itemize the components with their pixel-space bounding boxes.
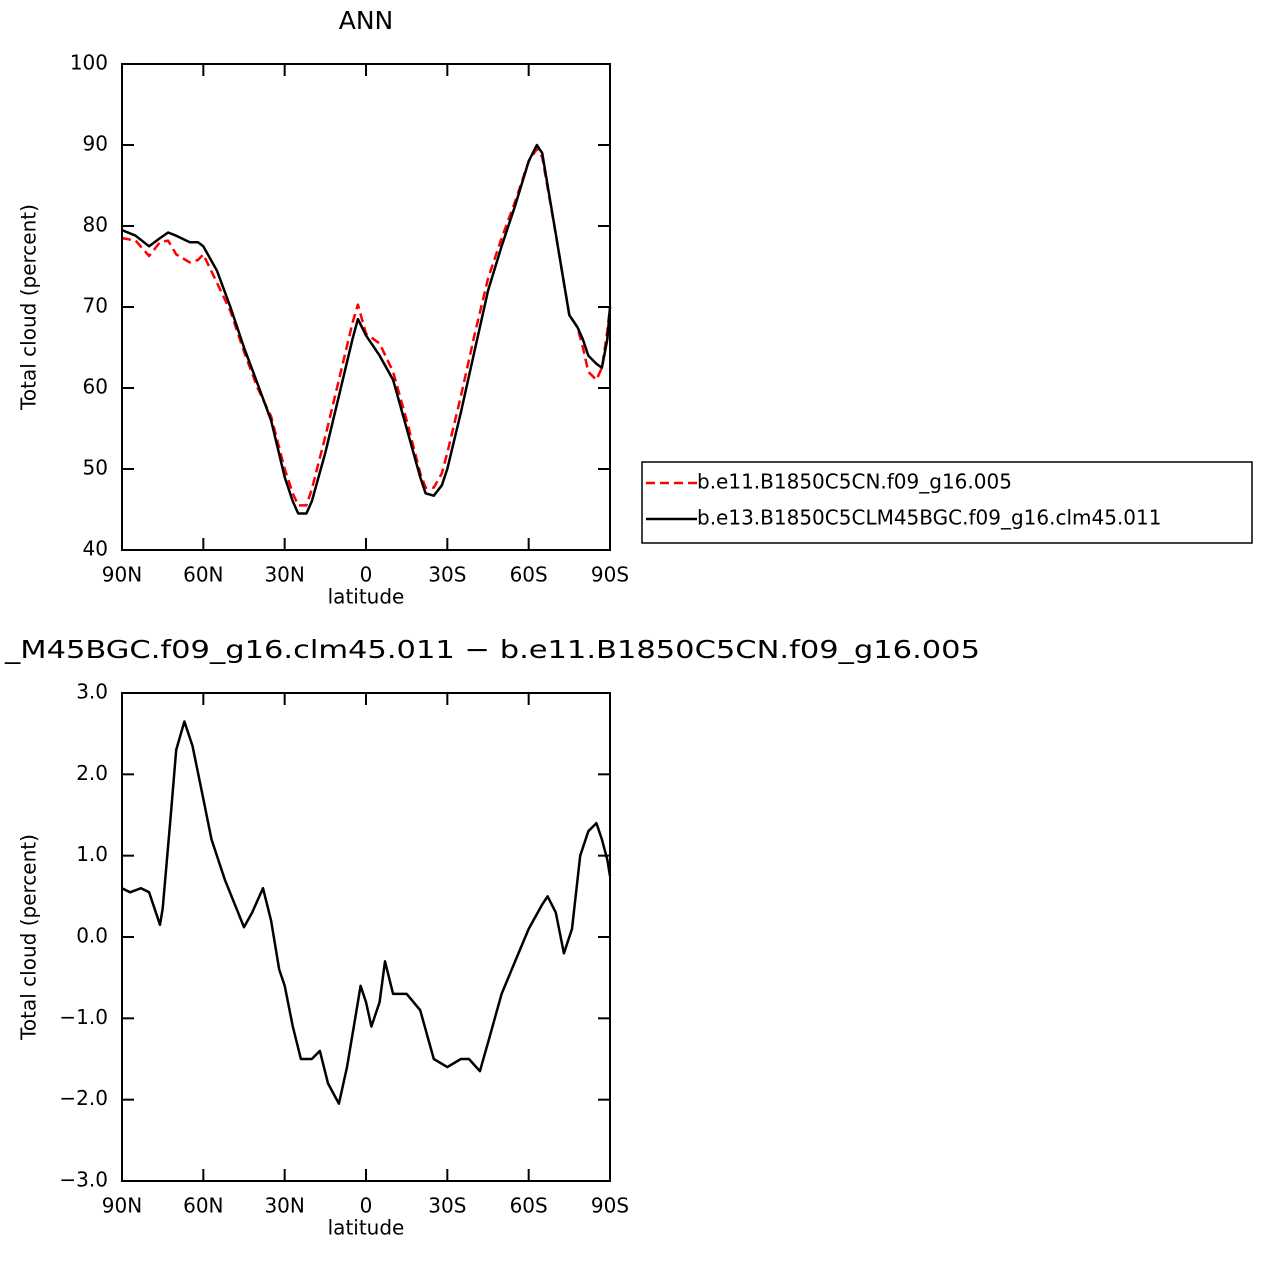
x-tick-label: 0 [360, 1194, 373, 1218]
x-tick-label: 0 [360, 563, 373, 587]
x-tick-label: 60S [510, 1194, 548, 1218]
x-axis-label: latitude [328, 585, 405, 609]
plot-frame [121, 692, 611, 1182]
y-tick-label: 70 [83, 294, 108, 318]
x-axis-label: latitude [328, 1216, 405, 1240]
legend-label: b.e11.B1850C5CN.f09_g16.005 [697, 470, 1012, 494]
y-tick-label: 3.0 [76, 680, 108, 704]
x-tick-label: 30S [428, 563, 466, 587]
x-tick-label: 60N [183, 563, 223, 587]
x-tick-label: 90N [102, 1194, 142, 1218]
chart-title: ANN [339, 6, 394, 35]
y-tick-label: 1.0 [76, 842, 108, 866]
y-tick-label: −1.0 [59, 1005, 108, 1029]
x-tick-label: 30N [264, 1194, 304, 1218]
legend-box [641, 461, 1253, 544]
y-tick-label: −3.0 [59, 1168, 108, 1192]
y-axis-label: Total cloud (percent) [17, 204, 41, 411]
y-tick-label: 100 [70, 51, 108, 75]
x-tick-label: 90S [591, 1194, 629, 1218]
series-line [121, 143, 612, 515]
y-tick-label: 0.0 [76, 924, 108, 948]
y-tick-label: 40 [83, 537, 108, 561]
x-tick-label: 30N [264, 563, 304, 587]
x-tick-label: 60S [510, 563, 548, 587]
y-tick-label: 90 [83, 132, 108, 156]
y-tick-label: 50 [83, 456, 108, 480]
y-tick-label: 2.0 [76, 761, 108, 785]
x-tick-label: 60N [183, 1194, 223, 1218]
chart-title: _M45BGC.f09_g16.clm45.011 − b.e11.B1850C… [4, 635, 980, 664]
y-axis-label: Total cloud (percent) [17, 834, 41, 1041]
legend-label: b.e13.B1850C5CLM45BGC.f09_g16.clm45.011 [697, 506, 1161, 530]
series-line [121, 147, 612, 507]
x-tick-label: 90N [102, 563, 142, 587]
y-tick-label: −2.0 [59, 1086, 108, 1110]
plot-frame [121, 63, 611, 551]
series-line [121, 720, 612, 1105]
x-tick-label: 90S [591, 563, 629, 587]
y-tick-label: 60 [83, 375, 108, 399]
x-tick-label: 30S [428, 1194, 466, 1218]
y-tick-label: 80 [83, 213, 108, 237]
